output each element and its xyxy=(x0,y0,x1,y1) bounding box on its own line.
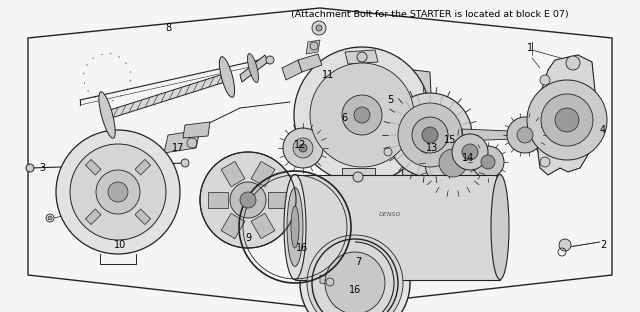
Circle shape xyxy=(353,172,363,182)
Ellipse shape xyxy=(220,57,235,97)
Circle shape xyxy=(240,192,256,208)
Polygon shape xyxy=(221,213,245,239)
Text: 9: 9 xyxy=(245,233,251,243)
Circle shape xyxy=(507,117,543,153)
Text: 14: 14 xyxy=(462,153,474,163)
Polygon shape xyxy=(183,122,210,138)
Polygon shape xyxy=(298,54,322,72)
Circle shape xyxy=(26,164,34,172)
Ellipse shape xyxy=(491,174,509,280)
Circle shape xyxy=(312,21,326,35)
Polygon shape xyxy=(282,60,302,80)
Circle shape xyxy=(357,52,367,62)
Circle shape xyxy=(425,135,481,191)
Circle shape xyxy=(472,146,504,178)
Polygon shape xyxy=(320,275,340,286)
Circle shape xyxy=(299,144,307,152)
Circle shape xyxy=(384,148,392,156)
Polygon shape xyxy=(251,213,275,239)
Text: 2: 2 xyxy=(600,240,606,250)
Ellipse shape xyxy=(99,92,115,138)
Circle shape xyxy=(439,149,467,177)
Text: 12: 12 xyxy=(294,140,306,150)
Circle shape xyxy=(230,182,266,218)
Polygon shape xyxy=(345,50,378,64)
Circle shape xyxy=(462,144,478,160)
Polygon shape xyxy=(164,130,200,153)
Polygon shape xyxy=(295,175,500,280)
Polygon shape xyxy=(342,168,375,185)
Circle shape xyxy=(555,108,579,132)
Text: 17: 17 xyxy=(172,143,184,153)
Polygon shape xyxy=(86,159,101,175)
Text: 7: 7 xyxy=(355,257,361,267)
Circle shape xyxy=(300,228,410,312)
Circle shape xyxy=(316,25,322,31)
Circle shape xyxy=(181,159,189,167)
Circle shape xyxy=(345,122,351,128)
Text: 13: 13 xyxy=(426,143,438,153)
Circle shape xyxy=(293,138,313,158)
Circle shape xyxy=(200,152,296,248)
Circle shape xyxy=(398,103,462,167)
Circle shape xyxy=(342,119,354,131)
Circle shape xyxy=(452,134,488,170)
Circle shape xyxy=(481,155,495,169)
Circle shape xyxy=(48,216,52,220)
Text: 15: 15 xyxy=(444,135,456,145)
Circle shape xyxy=(388,93,472,177)
Circle shape xyxy=(354,107,370,123)
Polygon shape xyxy=(535,55,596,175)
Circle shape xyxy=(266,56,274,64)
Polygon shape xyxy=(251,161,275,187)
Circle shape xyxy=(527,80,607,160)
Polygon shape xyxy=(221,161,245,187)
Circle shape xyxy=(540,75,550,85)
Polygon shape xyxy=(268,192,288,208)
Circle shape xyxy=(310,63,414,167)
Ellipse shape xyxy=(291,206,299,248)
Circle shape xyxy=(540,157,550,167)
Ellipse shape xyxy=(287,188,303,266)
Text: 1: 1 xyxy=(527,43,533,53)
Circle shape xyxy=(108,182,128,202)
Polygon shape xyxy=(330,58,405,185)
Text: 10: 10 xyxy=(114,240,126,250)
Polygon shape xyxy=(86,209,101,225)
Polygon shape xyxy=(105,72,230,120)
Text: 16: 16 xyxy=(296,243,308,253)
Circle shape xyxy=(412,117,448,153)
Polygon shape xyxy=(462,129,512,141)
Text: 5: 5 xyxy=(387,95,393,105)
Polygon shape xyxy=(398,68,435,180)
Ellipse shape xyxy=(325,252,385,312)
Circle shape xyxy=(342,95,382,135)
Text: 8: 8 xyxy=(165,23,171,33)
Circle shape xyxy=(294,47,430,183)
Polygon shape xyxy=(135,159,150,175)
Text: 4: 4 xyxy=(600,125,606,135)
Text: 11: 11 xyxy=(322,70,334,80)
Polygon shape xyxy=(306,40,320,54)
Polygon shape xyxy=(135,209,150,225)
Circle shape xyxy=(307,235,403,312)
Circle shape xyxy=(96,170,140,214)
Text: 6: 6 xyxy=(341,113,347,123)
Circle shape xyxy=(541,94,593,146)
Circle shape xyxy=(517,127,533,143)
Text: DENSO: DENSO xyxy=(379,212,401,217)
Circle shape xyxy=(422,127,438,143)
Circle shape xyxy=(56,130,180,254)
Polygon shape xyxy=(208,192,228,208)
Circle shape xyxy=(70,144,166,240)
Text: 3: 3 xyxy=(39,163,45,173)
Ellipse shape xyxy=(248,53,259,83)
Polygon shape xyxy=(240,55,268,82)
Circle shape xyxy=(283,128,323,168)
Ellipse shape xyxy=(284,174,306,280)
Circle shape xyxy=(559,239,571,251)
Circle shape xyxy=(566,56,580,70)
Text: (Attachment Bolt for the STARTER is located at block E 07): (Attachment Bolt for the STARTER is loca… xyxy=(291,9,569,18)
Text: 16: 16 xyxy=(349,285,361,295)
